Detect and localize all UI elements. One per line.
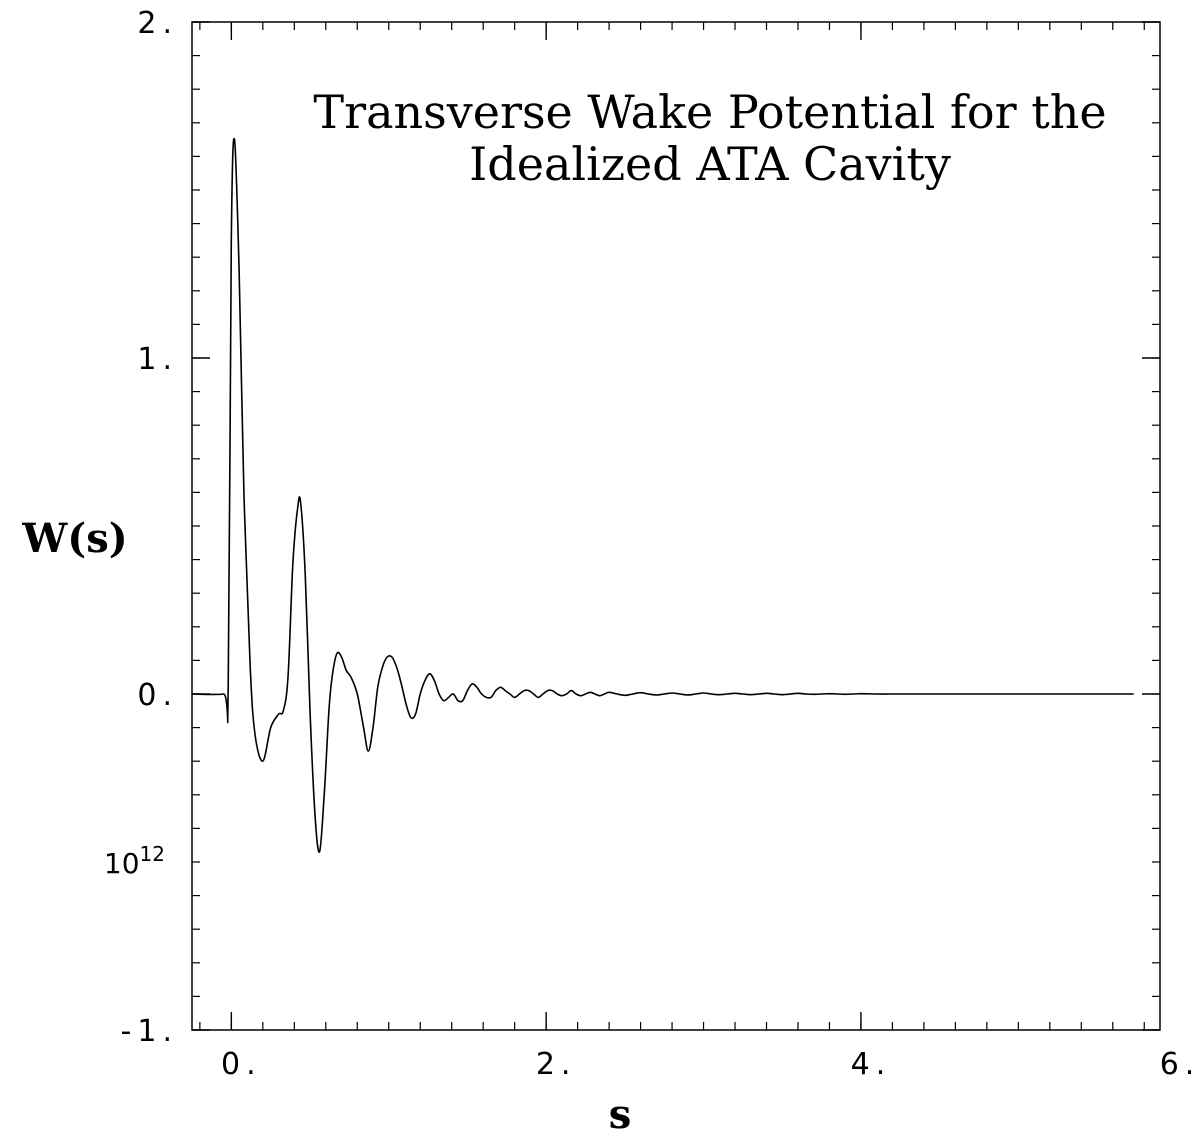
chart-title-line-2: Idealized ATA Cavity [469, 137, 951, 191]
y-multiplier-exponent: 12 [140, 842, 165, 866]
series-line [191, 137, 1134, 853]
y-tick-label: 1. [137, 342, 178, 377]
x-tick-label: 2. [536, 1047, 577, 1082]
minor-ticks [192, 21, 1160, 1031]
y-tick-label: 2. [137, 6, 178, 41]
x-tick-label: 6. [1160, 1047, 1198, 1082]
chart-title-line-1: Transverse Wake Potential for the [313, 85, 1106, 139]
x-tick-label: 0. [221, 1047, 262, 1082]
y-multiplier-base: 10 [104, 847, 140, 880]
x-tick-label: 4. [851, 1047, 892, 1082]
y-multiplier: 1012 [104, 842, 165, 880]
y-tick-label: 0. [137, 678, 178, 713]
y-tick-label: -1. [121, 1014, 178, 1049]
tick-labels: 0. 2. 4. 6. -1. 0. 1. 2. [121, 6, 1198, 1082]
y-axis-title: W(s) [21, 515, 127, 562]
x-axis-title: s [609, 1091, 632, 1138]
